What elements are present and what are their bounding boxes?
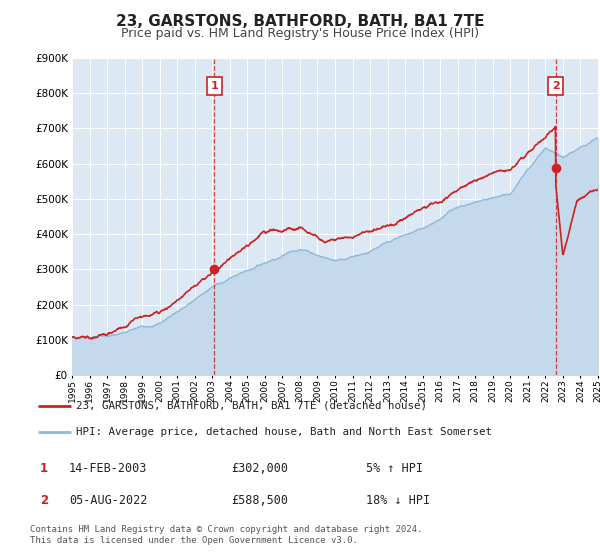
Text: £588,500: £588,500: [231, 493, 288, 506]
Text: 1: 1: [40, 461, 48, 474]
Text: Price paid vs. HM Land Registry's House Price Index (HPI): Price paid vs. HM Land Registry's House …: [121, 27, 479, 40]
Text: 5% ↑ HPI: 5% ↑ HPI: [366, 461, 423, 474]
Text: £302,000: £302,000: [231, 461, 288, 474]
Text: 14-FEB-2003: 14-FEB-2003: [69, 461, 148, 474]
Text: 1: 1: [211, 81, 218, 91]
Text: 23, GARSTONS, BATHFORD, BATH, BA1 7TE: 23, GARSTONS, BATHFORD, BATH, BA1 7TE: [116, 14, 484, 29]
Text: 2: 2: [40, 493, 48, 506]
Text: 05-AUG-2022: 05-AUG-2022: [69, 493, 148, 506]
Text: HPI: Average price, detached house, Bath and North East Somerset: HPI: Average price, detached house, Bath…: [76, 427, 492, 437]
Text: 18% ↓ HPI: 18% ↓ HPI: [366, 493, 430, 506]
Text: Contains HM Land Registry data © Crown copyright and database right 2024.
This d: Contains HM Land Registry data © Crown c…: [30, 525, 422, 545]
Text: 2: 2: [551, 81, 559, 91]
Text: 23, GARSTONS, BATHFORD, BATH, BA1 7TE (detached house): 23, GARSTONS, BATHFORD, BATH, BA1 7TE (d…: [76, 400, 427, 410]
